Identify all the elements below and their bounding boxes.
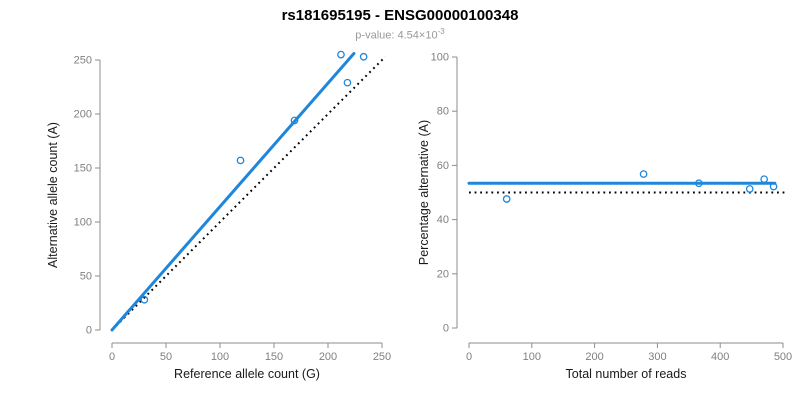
y-tick-label: 250 — [74, 55, 92, 67]
y-tick-label: 200 — [74, 109, 92, 121]
y-axis-title: Percentage alternative (A) — [417, 120, 431, 265]
y-axis-title: Alternative allele count (A) — [46, 122, 60, 268]
data-point — [359, 52, 368, 61]
y-tick-label: 80 — [437, 106, 449, 118]
reference-dotted-line — [111, 56, 386, 331]
x-axis-title: Total number of reads — [566, 367, 687, 381]
y-tick-label: 60 — [437, 160, 449, 172]
y-tick-label: 20 — [437, 268, 449, 280]
data-points — [502, 170, 778, 203]
x-tick-label: 0 — [109, 351, 115, 363]
x-tick-label: 150 — [265, 351, 283, 363]
allele-counts-plot: 0 50 100 150 200 250 0 50 100 150 200 250 Reference … — [46, 50, 391, 381]
data-point — [236, 156, 245, 165]
figure-subtitle: p-value: 4.54×10-3 — [0, 27, 800, 42]
x-axis-title: Reference allele count (G) — [174, 367, 320, 381]
pvalue-text: p-value: 4.54×10 — [355, 29, 438, 42]
data-point — [290, 116, 299, 125]
x-tick-label: 250 — [373, 351, 391, 363]
x-tick-label: 400 — [711, 351, 729, 363]
figure-title: rs181695195 - ENSG00000100348 — [281, 7, 519, 24]
data-point — [769, 182, 778, 191]
y-tick-label: 0 — [443, 323, 449, 335]
y-tick-label: 100 — [431, 52, 449, 64]
y-tick-label: 50 — [80, 271, 92, 283]
fit-line — [110, 52, 356, 332]
y-tick-label: 0 — [86, 325, 92, 337]
data-point — [140, 295, 149, 304]
data-point — [337, 50, 345, 59]
data-point — [745, 185, 754, 193]
data-point — [760, 175, 769, 184]
data-points — [140, 50, 368, 304]
x-tick-label: 200 — [319, 351, 337, 363]
x-tick-label: 100 — [211, 351, 229, 363]
percentage-vs-reads-plot: 0 20 40 60 80 100 0 100 200 300 400 500 Total number… — [417, 52, 792, 382]
data-point — [502, 195, 511, 203]
x-tick-label: 200 — [585, 351, 603, 363]
data-point — [343, 78, 352, 87]
data-point — [694, 179, 703, 188]
x-tick-label: 500 — [774, 351, 792, 363]
x-tick-label: 50 — [160, 351, 172, 363]
y-tick-label: 100 — [74, 217, 92, 229]
x-tick-label: 300 — [648, 351, 666, 363]
data-point — [639, 170, 648, 178]
y-tick-label: 150 — [74, 163, 92, 175]
y-tick-label: 40 — [437, 214, 449, 226]
x-tick-label: 100 — [523, 351, 541, 363]
pvalue-exponent: -3 — [437, 27, 445, 36]
x-tick-label: 0 — [466, 351, 472, 363]
